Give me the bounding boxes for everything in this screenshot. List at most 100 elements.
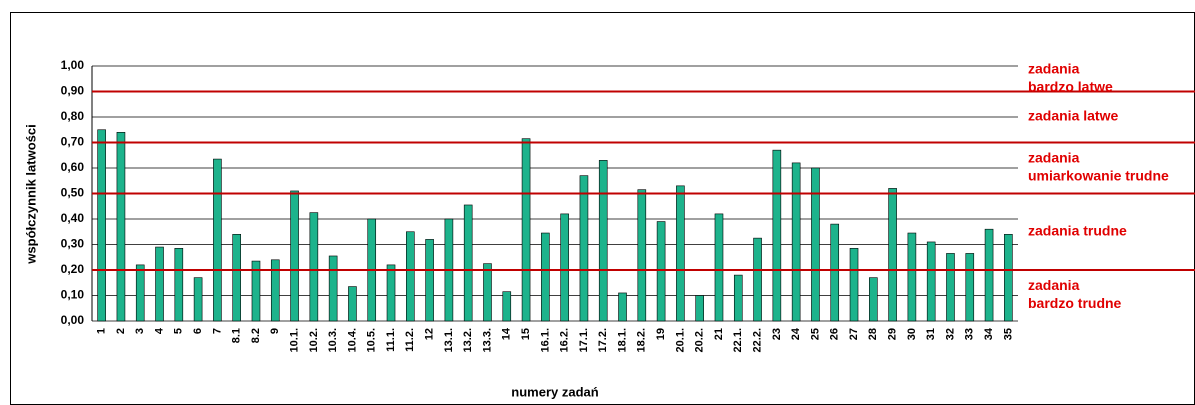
x-tick-label: 15: [520, 328, 532, 340]
bar: [541, 232, 550, 322]
bar: [830, 223, 840, 322]
x-axis-label: numery zadań: [511, 384, 598, 399]
x-tick-label: 30: [906, 328, 918, 340]
bar: [965, 253, 975, 322]
bar: [386, 264, 396, 322]
x-tick-label: 21: [713, 328, 725, 340]
bar: [328, 255, 338, 322]
y-tick-label: 0,10: [61, 288, 85, 302]
zone-label: bardzo trudne: [1028, 295, 1122, 311]
x-tick-label: 9: [269, 328, 281, 334]
x-tick-label: 6: [192, 328, 204, 334]
y-tick-label: 0,90: [61, 84, 85, 98]
y-tick-label: 0,80: [61, 109, 85, 123]
y-tick-label: 0,30: [61, 237, 85, 251]
y-tick-label: 0,60: [61, 160, 85, 174]
x-tick-label: 33: [964, 328, 976, 340]
x-tick-label: 3: [134, 328, 146, 334]
x-tick-label: 24: [790, 327, 802, 340]
x-tick-label: 13.3.: [481, 328, 493, 352]
x-tick-label: 20.2.: [694, 328, 706, 352]
bar: [213, 158, 222, 322]
y-tick-label: 0,40: [61, 211, 85, 225]
bar: [251, 260, 261, 322]
x-tick-label: 16.2.: [559, 328, 571, 352]
x-tick-label: 8.1: [231, 328, 243, 343]
bar: [521, 138, 531, 322]
x-tick-label: 10.4.: [346, 328, 358, 352]
x-tick-label: 34: [983, 327, 995, 340]
bar: [714, 213, 724, 322]
bar: [406, 231, 415, 322]
bar: [193, 277, 203, 322]
bar: [984, 228, 994, 322]
zone-label: bardzo latwe: [1028, 78, 1113, 94]
bar: [290, 190, 299, 322]
x-tick-label: 17.2.: [597, 328, 609, 352]
x-tick-label: 25: [809, 328, 821, 340]
bar: [946, 253, 955, 322]
bar: [348, 286, 357, 322]
bar: [637, 189, 647, 322]
bar: [907, 232, 917, 322]
zone-label: umiarkowanie trudne: [1028, 168, 1169, 184]
bar: [695, 295, 704, 322]
bar: [270, 259, 280, 322]
bar: [309, 212, 319, 322]
x-tick-label: 18.2.: [636, 328, 648, 352]
x-tick-label: 27: [848, 328, 860, 340]
zone-label: zadania: [1028, 277, 1080, 293]
bar: [656, 221, 666, 322]
x-tick-label: 4: [153, 327, 165, 334]
bar: [483, 263, 492, 322]
x-tick-label: 26: [829, 328, 841, 340]
bar: [888, 188, 897, 322]
bar: [502, 291, 512, 322]
bar: [733, 274, 743, 322]
y-tick-label: 0,20: [61, 262, 85, 276]
x-tick-label: 29: [887, 328, 899, 340]
bar: [676, 185, 685, 322]
x-tick-label: 22.1.: [732, 328, 744, 352]
x-tick-label: 28: [867, 328, 879, 340]
x-tick-label: 17.1.: [578, 328, 590, 352]
bar: [97, 129, 106, 322]
x-tick-label: 13.2.: [462, 328, 474, 352]
x-tick-label: 19: [655, 328, 667, 340]
x-tick-label: 1: [96, 328, 108, 334]
bar: [849, 248, 859, 322]
x-tick-label: 7: [211, 328, 223, 334]
x-tick-label: 10.5.: [366, 328, 378, 352]
x-tick-label: 10.2.: [308, 328, 320, 352]
y-tick-label: 0,00: [61, 313, 85, 327]
x-tick-label: 22.2.: [751, 328, 763, 352]
x-tick-label: 2: [115, 328, 127, 334]
y-axis-label: współczynnik latwości: [23, 124, 38, 264]
bar: [811, 167, 820, 322]
x-tick-label: 11.2.: [404, 328, 416, 352]
bar: [791, 162, 801, 322]
bar: [772, 149, 782, 322]
x-tick-label: 20.1.: [674, 328, 686, 352]
x-tick-label: 13.1.: [443, 328, 455, 352]
x-tick-label: 11.1.: [385, 328, 397, 352]
x-tick-label: 32: [944, 328, 956, 340]
bar: [463, 204, 473, 322]
zone-label: zadania: [1028, 60, 1080, 76]
x-tick-label: 12: [424, 328, 436, 340]
x-tick-label: 23: [771, 328, 783, 340]
bar: [753, 237, 762, 322]
bar: [560, 213, 569, 322]
bar: [1004, 234, 1013, 322]
x-tick-label: 10.3.: [327, 328, 339, 352]
zone-label: zadania: [1028, 150, 1080, 166]
bar: [869, 277, 878, 322]
x-tick-label: 5: [173, 328, 185, 334]
bar: [598, 160, 608, 322]
x-tick-label: 18.1.: [616, 328, 628, 352]
y-tick-label: 0,70: [61, 135, 85, 149]
zone-label: zadania latwe: [1028, 108, 1118, 124]
y-tick-label: 1,00: [61, 58, 85, 72]
bar: [135, 264, 145, 322]
bar: [425, 239, 434, 322]
